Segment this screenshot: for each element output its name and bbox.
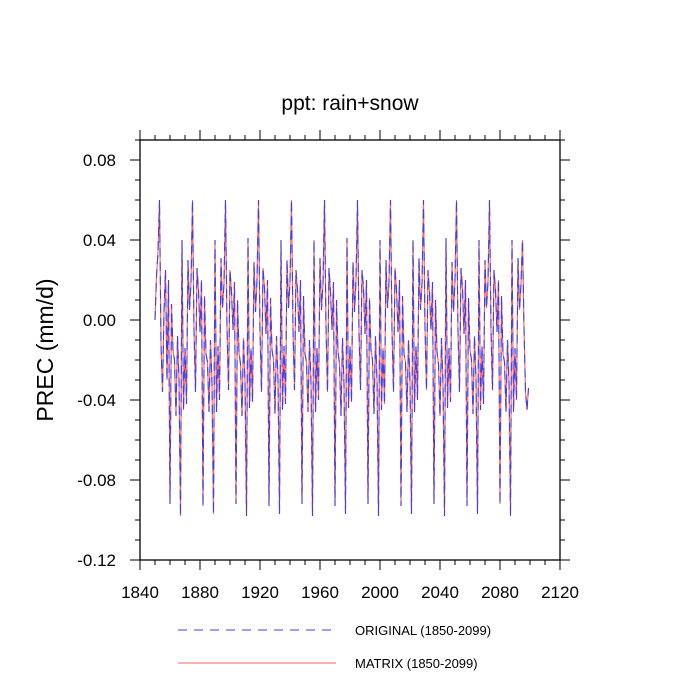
x-tick-label: 1960 — [301, 583, 339, 602]
x-tick-label: 2040 — [421, 583, 459, 602]
y-tick-label: 0.00 — [83, 311, 116, 330]
x-tick-label: 2120 — [541, 583, 579, 602]
x-tick-label: 1840 — [121, 583, 159, 602]
x-tick-label: 2080 — [481, 583, 519, 602]
legend-label: ORIGINAL (1850-2099) — [355, 623, 491, 638]
plot-lines — [154, 199, 530, 517]
y-axis-label: PREC (mm/d) — [32, 278, 58, 421]
x-tick-label: 1880 — [181, 583, 219, 602]
chart-title: ppt: rain+snow — [281, 92, 419, 115]
legend-label: MATRIX (1850-2099) — [355, 656, 478, 671]
y-tick-label: 0.08 — [83, 151, 116, 170]
x-ticks: 1840 1880 1920 1960 2000 2040 2080 2120 — [121, 130, 579, 602]
y-ticks: -0.12 -0.08 -0.04 0.00 0.04 0.08 — [77, 139, 570, 570]
y-tick-label: 0.04 — [83, 231, 116, 250]
y-tick-label: -0.08 — [77, 471, 116, 490]
x-tick-label: 1920 — [241, 583, 279, 602]
series-line-original — [154, 199, 530, 517]
plot-frame — [139, 139, 561, 561]
y-tick-label: -0.04 — [77, 391, 116, 410]
y-tick-label: -0.12 — [77, 551, 116, 570]
legend: ORIGINAL (1850-2099) MATRIX (1850-2099) — [178, 623, 491, 671]
x-tick-label: 2000 — [361, 583, 399, 602]
